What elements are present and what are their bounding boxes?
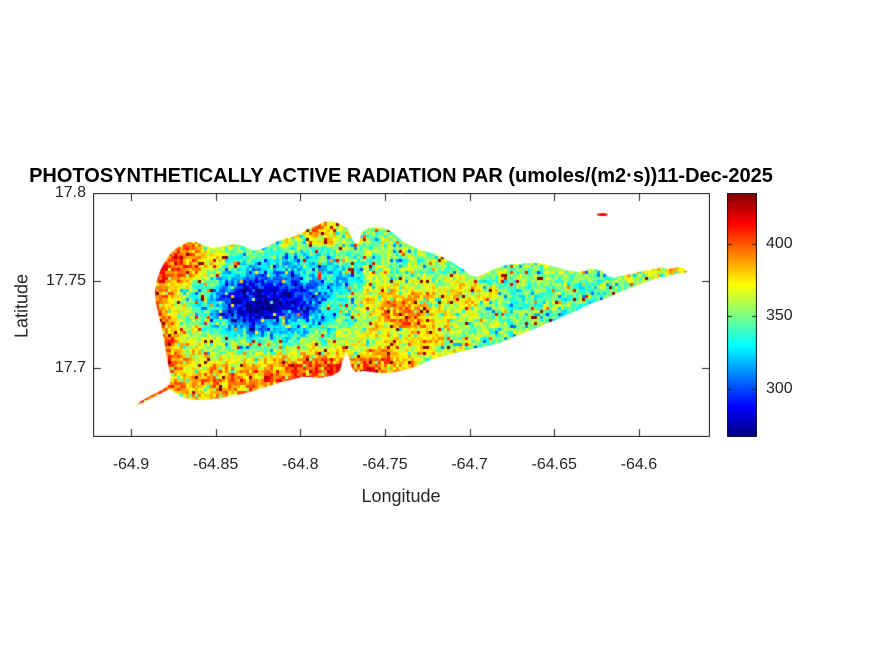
x-tick-label: -64.75 (362, 456, 408, 473)
y-tick-label: 17.7 (54, 359, 86, 377)
par-heatmap-canvas (93, 193, 710, 437)
colorbar-canvas (727, 193, 757, 437)
colorbar-tick-label: 300 (766, 380, 793, 398)
colorbar-tick-label: 400 (766, 234, 793, 252)
x-axis-label: Longitude (361, 486, 441, 506)
x-tick-label: -64.8 (282, 456, 319, 473)
x-tick-label: -64.7 (451, 456, 488, 473)
x-tick-label: -64.65 (531, 456, 577, 473)
y-tick-label: 17.75 (45, 271, 86, 289)
y-axis-label: Latitude (11, 273, 32, 339)
colorbar-tick-label: 350 (766, 307, 793, 325)
x-tick-label: -64.9 (112, 456, 150, 473)
y-tick-label: 17.8 (54, 184, 86, 201)
x-tick-label: -64.85 (192, 456, 239, 473)
x-tick-label: -64.6 (620, 456, 658, 473)
chart-title: PHOTOSYNTHETICALLY ACTIVE RADIATION PAR … (29, 165, 773, 187)
